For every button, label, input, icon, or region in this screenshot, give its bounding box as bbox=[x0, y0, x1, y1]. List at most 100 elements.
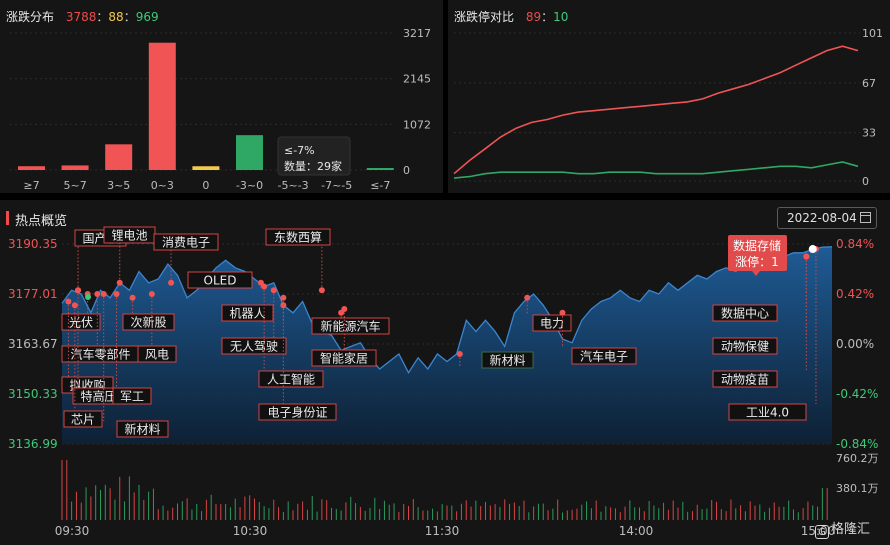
hot-ytick-left: 3150.33 bbox=[8, 387, 58, 401]
tag-dot bbox=[341, 306, 348, 313]
hot-ytick-right: 0.42% bbox=[836, 287, 874, 301]
hotspot-tag: 新材料 bbox=[456, 351, 534, 369]
tag-box bbox=[258, 370, 324, 388]
tag-dot bbox=[456, 351, 463, 358]
hotspot-tag: 芯片 bbox=[63, 302, 103, 428]
limit-ratio-panel: 涨跌停对比 89：10 101 67 33 0 bbox=[448, 0, 890, 193]
hotspot-tag: 人工智能 bbox=[258, 283, 324, 388]
tag-box bbox=[265, 228, 331, 246]
tag-label: 光伏 bbox=[69, 316, 93, 330]
date-picker[interactable]: 2022-08-04 bbox=[777, 207, 877, 229]
calendar-icon[interactable] bbox=[860, 212, 871, 223]
tag-label: 电子身份证 bbox=[267, 405, 327, 420]
tag-box bbox=[712, 304, 778, 322]
tag-dot bbox=[168, 279, 175, 286]
tag-label: 汽车电子 bbox=[580, 349, 628, 364]
tooltip-box bbox=[277, 136, 351, 176]
tag-label: 机器人 bbox=[229, 307, 265, 321]
dist-category-label: 0~3 bbox=[151, 179, 174, 192]
tag-box bbox=[311, 317, 390, 335]
tag-box bbox=[571, 347, 637, 365]
callout-pointer bbox=[752, 271, 760, 276]
hot-xtick: 09:30 bbox=[55, 524, 90, 538]
sep-1: ： bbox=[96, 10, 109, 24]
tag-box bbox=[122, 313, 175, 331]
dist-bar bbox=[61, 165, 89, 170]
dist-bar bbox=[192, 166, 220, 170]
tag-label: 新能源汽车 bbox=[320, 319, 380, 334]
limit-up-line bbox=[453, 45, 859, 175]
tag-dot bbox=[524, 294, 531, 301]
tag-box bbox=[258, 403, 337, 421]
tag-box bbox=[481, 351, 534, 369]
green-marker bbox=[85, 294, 91, 300]
ratio-ytick: 101 bbox=[862, 27, 883, 40]
tag-box bbox=[728, 403, 807, 421]
ratio-sep: ： bbox=[541, 10, 554, 24]
dist-bar bbox=[105, 144, 133, 170]
brand-logo: G 格隆汇 bbox=[815, 518, 870, 539]
tag-label: 消费电子 bbox=[162, 236, 210, 250]
tag-box bbox=[61, 313, 101, 331]
distribution-title: 涨跌分布 3788：88：969 bbox=[6, 8, 159, 25]
hotspot-tag: 电力 bbox=[524, 294, 572, 332]
dist-category-label: 0 bbox=[202, 179, 209, 192]
tag-dot bbox=[113, 291, 120, 298]
tag-label: 芯片 bbox=[71, 413, 95, 427]
ratio-title: 涨跌停对比 89：10 bbox=[454, 8, 568, 25]
tag-label: 人工智能 bbox=[267, 372, 315, 387]
tag-dot bbox=[318, 287, 325, 294]
tag-box bbox=[221, 304, 274, 322]
ratio-ytick: 67 bbox=[862, 77, 876, 90]
tag-box bbox=[532, 314, 572, 332]
dist-ytick: 1072 bbox=[403, 118, 431, 131]
dist-bar bbox=[148, 42, 176, 170]
tag-dot bbox=[71, 302, 78, 309]
dist-category-label: -3~0 bbox=[236, 179, 263, 192]
hot-ytick-right: 0.84% bbox=[836, 237, 874, 251]
tag-box bbox=[712, 337, 778, 355]
volume-tick: 380.1万 bbox=[836, 482, 879, 495]
tag-label: 数据中心 bbox=[721, 306, 769, 321]
sep-2: ： bbox=[123, 10, 136, 24]
tag-box bbox=[187, 271, 253, 289]
ratio-title-text: 涨跌停对比 bbox=[454, 10, 515, 24]
dist-bar bbox=[366, 168, 394, 170]
limit-down-count: 10 bbox=[553, 10, 569, 24]
tag-dot bbox=[65, 298, 72, 305]
hotspot-tag: 工业4.0 bbox=[728, 246, 819, 421]
callout-count: 涨停：1 bbox=[735, 254, 779, 269]
tag-box bbox=[153, 233, 219, 251]
tag-label: 风电 bbox=[145, 348, 169, 362]
title-accent bbox=[6, 211, 9, 225]
hotspot-tag: 新能源汽车 bbox=[311, 309, 390, 335]
tag-dot bbox=[100, 291, 107, 298]
tag-label: 动物保健 bbox=[721, 340, 769, 354]
hotspot-tag: 军工 bbox=[112, 291, 152, 405]
up-count: 3788 bbox=[65, 10, 97, 24]
dist-category-label: ≥7 bbox=[23, 179, 39, 192]
tag-box bbox=[116, 420, 169, 438]
dist-category-label: 3~5 bbox=[107, 179, 130, 192]
dist-ytick: 0 bbox=[403, 164, 410, 177]
tag-label: 电力 bbox=[540, 317, 564, 331]
hotspot-tag: 智能家居 bbox=[311, 306, 377, 367]
limit-up-count: 89 bbox=[525, 10, 542, 24]
hot-ytick-right: -0.84% bbox=[836, 437, 878, 451]
tag-label: 汽车零部件 bbox=[70, 347, 130, 362]
ratio-ytick: 33 bbox=[862, 127, 876, 140]
limit-down-line bbox=[453, 161, 859, 179]
hot-ytick-left: 3190.35 bbox=[8, 237, 58, 251]
tag-label: 锂电池 bbox=[111, 228, 147, 243]
dist-category-label: 5~7 bbox=[63, 179, 86, 192]
dist-category-label: ≤-7 bbox=[370, 179, 390, 192]
tag-dot bbox=[270, 287, 277, 294]
hotspot-tag: 风电 bbox=[137, 291, 177, 363]
tag-box bbox=[712, 370, 778, 388]
hot-ytick-left: 3177.01 bbox=[8, 287, 58, 301]
distribution-panel: 涨跌分布 3788：88：969 3217 2145 1072 0 ≥7 5~7 3~5 0~… bbox=[0, 0, 443, 193]
volume-tick: 760.2万 bbox=[836, 452, 879, 465]
tooltip-range: ≤-7% bbox=[284, 144, 315, 157]
logo-text: 格隆汇 bbox=[831, 522, 871, 537]
dist-ytick: 3217 bbox=[403, 27, 431, 40]
